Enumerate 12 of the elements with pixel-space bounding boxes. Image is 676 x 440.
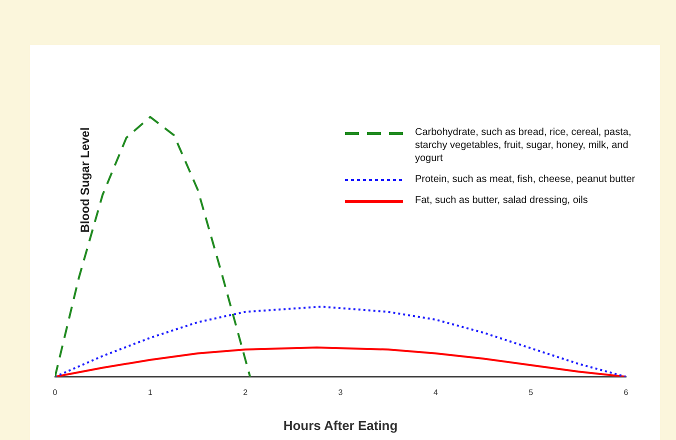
y-axis-title: Blood Sugar Level — [78, 127, 92, 233]
x-tick-label: 1 — [148, 388, 153, 397]
x-tick-label: 2 — [243, 388, 248, 397]
legend-label: Fat, such as butter, salad dressing, oils — [415, 194, 588, 207]
x-tick-label: 6 — [624, 388, 629, 397]
legend-label: Carbohydrate, such as bread, rice, cereal, pasta, starchy vegetables, fruit, sugar, honey, milk, and yogurt — [415, 126, 632, 165]
legend-label: Protein, such as meat, fish, cheese, peanut butter — [415, 173, 636, 186]
x-tick-label: 4 — [433, 388, 438, 397]
x-tick-label: 5 — [528, 388, 534, 397]
x-tick-label: 3 — [338, 388, 344, 397]
x-axis-title: Hours After Eating — [283, 418, 398, 433]
x-tick-label: 0 — [52, 388, 58, 397]
